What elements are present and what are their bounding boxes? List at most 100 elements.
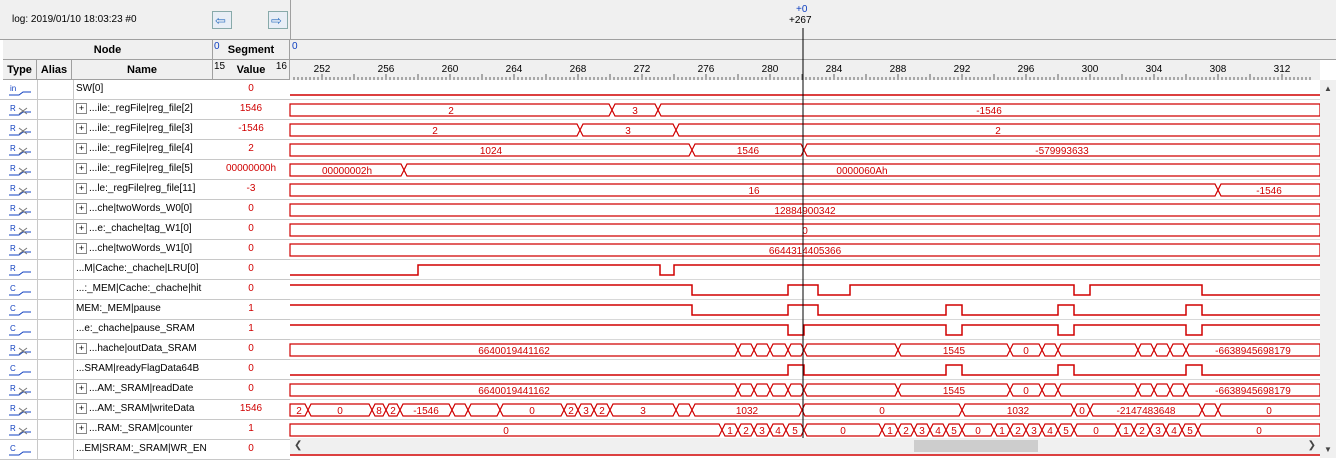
signal-name[interactable]: + ...RAM:_SRAM|counter [76, 423, 212, 434]
expand-icon[interactable]: + [76, 143, 87, 154]
signal-value: 0 [248, 243, 254, 254]
expand-icon[interactable]: + [76, 123, 87, 134]
signal-name[interactable]: ...M|Cache:_chache|LRU[0] [76, 263, 212, 274]
waveform-value: 2 [568, 406, 574, 417]
signal-name-text: ...ile:_regFile|reg_file[3] [89, 123, 193, 135]
signal-name[interactable]: + ...e:_chache|tag_W1[0] [76, 223, 212, 234]
name-header[interactable]: Name [72, 60, 213, 80]
signal-row[interactable]: C ...EM|SRAM:_SRAM|WR_EN 0 [0, 440, 290, 460]
time-tick-label: 276 [698, 64, 715, 75]
expand-icon[interactable]: + [76, 103, 87, 114]
scroll-right-icon[interactable]: ❯ [1307, 440, 1316, 451]
waveform-value: 2 [599, 406, 605, 417]
signal-row[interactable]: R + ...che|twoWords_W1[0] 0 [0, 240, 290, 260]
signal-row[interactable]: C ...SRAM|readyFlagData64B 0 [0, 360, 290, 380]
expand-icon[interactable]: + [76, 423, 87, 434]
signal-name-text: ...hache|outData_SRAM [89, 343, 197, 355]
alias-cell [37, 300, 74, 319]
signal-row[interactable]: R + ...AM:_SRAM|readDate 0 [0, 380, 290, 400]
signal-name[interactable]: ...EM|SRAM:_SRAM|WR_EN [76, 443, 212, 454]
signal-name-text: ...:_MEM|Cache:_chache|hit [76, 283, 202, 294]
signal-name[interactable]: + ...AM:_SRAM|writeData [76, 403, 212, 414]
scroll-down-icon[interactable]: ▼ [1324, 445, 1332, 454]
waveform-value: 3 [625, 126, 631, 137]
signal-row[interactable]: R + ...ile:_regFile|reg_file[2] 1546 [0, 100, 290, 120]
signal-value: 0 [248, 263, 254, 274]
type-header[interactable]: Type [3, 60, 37, 80]
signal-name[interactable]: + ...ile:_regFile|reg_file[2] [76, 103, 212, 114]
next-button[interactable]: ⇨ [268, 11, 288, 29]
signal-name[interactable]: + ...hache|outData_SRAM [76, 343, 212, 354]
waveform-value: 4 [775, 426, 781, 437]
expand-icon[interactable]: + [76, 183, 87, 194]
svg-text:R: R [10, 184, 16, 193]
svg-text:R: R [10, 384, 16, 393]
expand-icon[interactable]: + [76, 243, 87, 254]
signal-name[interactable]: + ...ile:_regFile|reg_file[5] [76, 163, 212, 174]
alias-header[interactable]: Alias [37, 60, 72, 80]
time-tick-label: 288 [890, 64, 907, 75]
time-tick-label: 284 [826, 64, 843, 75]
signal-name[interactable]: + ...che|twoWords_W0[0] [76, 203, 212, 214]
signal-row[interactable]: R + ...ile:_regFile|reg_file[3] -1546 [0, 120, 290, 140]
signal-row[interactable]: R + ...AM:_SRAM|writeData 1546 [0, 400, 290, 420]
signal-row[interactable]: R + ...che|twoWords_W0[0] 0 [0, 200, 290, 220]
signal-row[interactable]: C ...:_MEM|Cache:_chache|hit 0 [0, 280, 290, 300]
waveform-bus-segment [753, 343, 771, 357]
signal-row[interactable]: in SW[0] 0 [0, 80, 290, 100]
signal-row[interactable]: R + ...ile:_regFile|reg_file[5] 00000000h [0, 160, 290, 180]
alias-cell [37, 100, 74, 119]
signal-name[interactable]: + ...ile:_regFile|reg_file[4] [76, 143, 212, 154]
signal-name[interactable]: + ...AM:_SRAM|readDate [76, 383, 212, 394]
signal-name[interactable]: SW[0] [76, 83, 212, 94]
waveform-bus-segment [737, 343, 755, 357]
expand-icon[interactable]: + [76, 203, 87, 214]
waveform-value: 0 [337, 406, 343, 417]
signal-name[interactable]: + ...le:_regFile|reg_file[11] [76, 183, 212, 194]
waveform-value: 0 [1256, 426, 1262, 437]
expand-icon[interactable]: + [76, 223, 87, 234]
combinational-icon: C [9, 364, 31, 376]
svg-text:C: C [10, 364, 16, 373]
signal-name[interactable]: ...e:_chache|pause_SRAM [76, 323, 212, 334]
signal-row[interactable]: R + ...ile:_regFile|reg_file[4] 2 [0, 140, 290, 160]
waveform-bus-segment [769, 383, 789, 397]
signal-row[interactable]: R + ...e:_chache|tag_W1[0] 0 [0, 220, 290, 240]
signal-name[interactable]: ...SRAM|readyFlagData64B [76, 363, 212, 374]
vertical-scrollbar[interactable]: ▲ ▼ [1320, 80, 1336, 458]
waveform-value: 3 [640, 406, 646, 417]
signal-name[interactable]: + ...che|twoWords_W1[0] [76, 243, 212, 254]
alias-cell [37, 140, 74, 159]
signal-name-text: ...e:_chache|pause_SRAM [76, 323, 195, 334]
alias-cell [37, 340, 74, 359]
expand-icon[interactable]: + [76, 403, 87, 414]
signal-row[interactable]: C ...e:_chache|pause_SRAM 1 [0, 320, 290, 340]
expand-icon[interactable]: + [76, 163, 87, 174]
scroll-left-icon[interactable]: ❮ [294, 440, 303, 451]
horizontal-scrollbar[interactable]: ❮ ❯ [290, 438, 1320, 454]
signal-row[interactable]: R + ...le:_regFile|reg_file[11] -3 [0, 180, 290, 200]
signal-row[interactable]: R + ...hache|outData_SRAM 0 [0, 340, 290, 360]
scroll-up-icon[interactable]: ▲ [1324, 84, 1332, 93]
expand-icon[interactable]: + [76, 343, 87, 354]
signal-name[interactable]: + ...ile:_regFile|reg_file[3] [76, 123, 212, 134]
signal-row[interactable]: R + ...RAM:_SRAM|counter 1 [0, 420, 290, 440]
waveform-value: 1545 [943, 346, 966, 357]
signal-value: 0 [248, 443, 254, 454]
prev-button[interactable]: ⇦ [212, 11, 232, 29]
waveform-value: 5 [792, 426, 798, 437]
signal-row[interactable]: R ...M|Cache:_chache|LRU[0] 0 [0, 260, 290, 280]
waveform-bus-segment [1041, 343, 1059, 357]
segment-number: 0 [214, 41, 220, 52]
scroll-thumb[interactable] [914, 440, 1038, 452]
alias-cell [37, 400, 74, 419]
waveform-value: 0 [1023, 386, 1029, 397]
signal-row[interactable]: C MEM:_MEM|pause 1 [0, 300, 290, 320]
waveform-value: 3 [632, 106, 638, 117]
waveform-value: 0 [975, 426, 981, 437]
waveform-bit [290, 364, 1320, 376]
expand-icon[interactable]: + [76, 383, 87, 394]
signal-name-text: ...EM|SRAM:_SRAM|WR_EN [76, 443, 207, 454]
signal-name[interactable]: MEM:_MEM|pause [76, 303, 212, 314]
signal-name[interactable]: ...:_MEM|Cache:_chache|hit [76, 283, 212, 294]
